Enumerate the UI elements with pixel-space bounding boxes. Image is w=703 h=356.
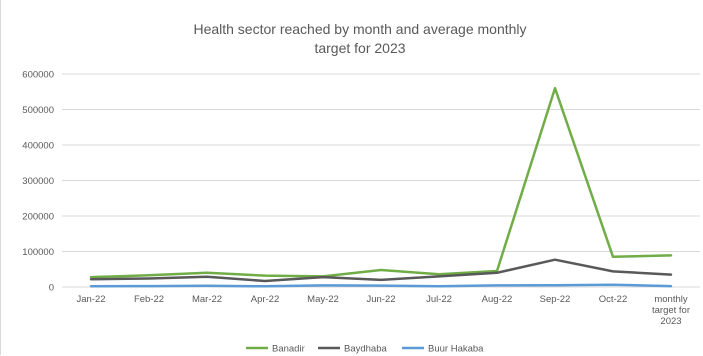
legend-label: Banadir [272,344,305,355]
x-tick-label-line: Jan-22 [76,294,105,305]
y-tick-label: 0 [49,283,54,294]
x-tick-label-line: Sep-22 [540,294,571,305]
x-tick-label-line: Aug-22 [482,294,513,305]
y-tick-label: 100000 [22,247,54,258]
x-tick-label-line: monthly [654,294,688,305]
x-tick-label-line: 2023 [660,316,681,327]
y-tick-label: 200000 [22,212,54,223]
x-tick-label-line: Jun-22 [366,294,395,305]
y-tick-label: 300000 [22,176,54,187]
y-tick-label: 500000 [22,105,54,116]
x-tick-label-line: May-22 [307,294,339,305]
x-tick-label: monthly target for 2023 [652,294,690,327]
chart-title-line-1: Health sector reached by month and avera… [193,21,527,37]
x-tick-label-line: Apr-22 [251,294,280,305]
series-line-buur-hakaba [89,283,673,288]
series-line-baydhaba [89,258,673,283]
x-tick-label: Aug-22 [482,294,513,305]
x-tick-label-line: target for [652,305,690,316]
x-tick-label: Jan-22 [76,294,105,305]
x-tick-label-line: Mar-22 [192,294,222,305]
x-tick-label: Apr-22 [251,294,280,305]
x-tick-label: Mar-22 [192,294,222,305]
x-tick-label: Jul-22 [426,294,452,305]
legend-label: Buur Hakaba [428,344,484,355]
y-tick-label: 400000 [22,141,54,152]
chart-title: Health sector reached by month and avera… [150,20,570,58]
x-tick-label: May-22 [307,294,339,305]
x-tick-label: Feb-22 [134,294,164,305]
x-tick-label-line: Jul-22 [426,294,452,305]
x-tick-label: Sep-22 [540,294,571,305]
legend-label: Baydhaba [344,344,388,355]
x-tick-label-line: Feb-22 [134,294,164,305]
series-line-banadir [89,86,673,279]
y-tick-label: 600000 [22,70,54,81]
x-tick-label-line: Oct-22 [599,294,628,305]
chart-title-line-2: target for 2023 [314,40,406,56]
x-tick-label: Oct-22 [599,294,628,305]
x-tick-label: Jun-22 [366,294,395,305]
